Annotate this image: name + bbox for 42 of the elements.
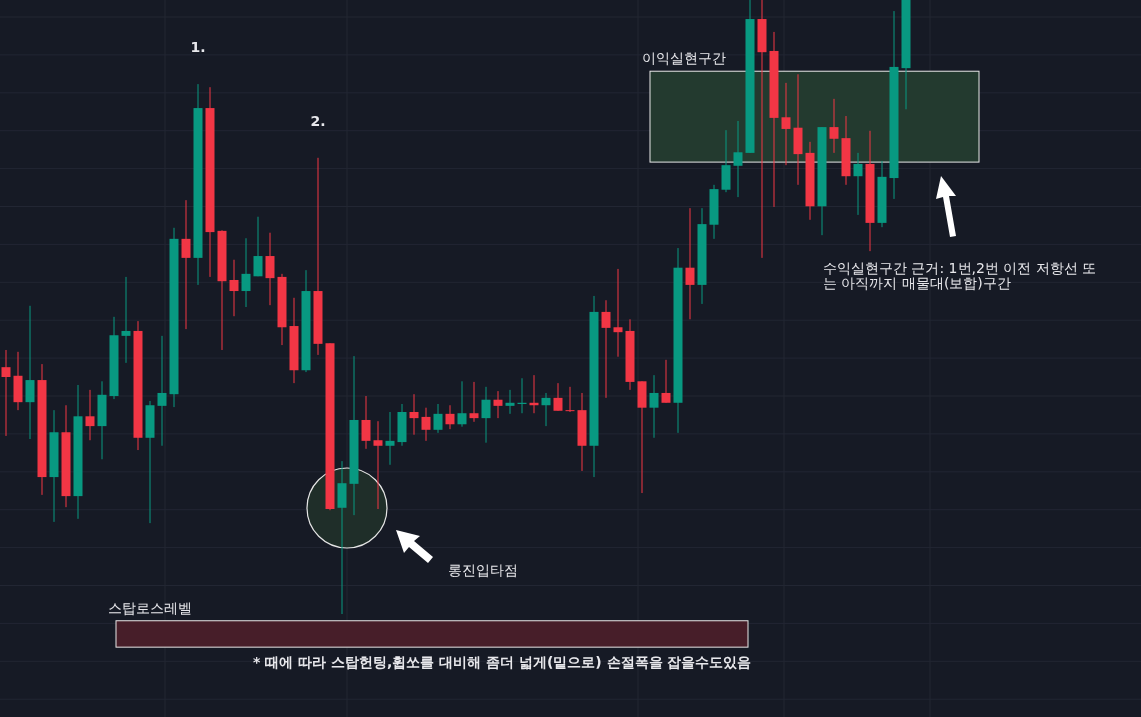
candlestick [541, 392, 551, 427]
candlestick [733, 120, 743, 198]
candlestick [649, 374, 659, 439]
band-label: 스탑로스레벨 [108, 599, 192, 616]
candlestick [445, 404, 455, 430]
text: * 때에 따라 스탑헌팅,휩쏘를 대비해 좀더 넓게(밑으로) 손절폭을 잡을수도있음 [253, 654, 752, 670]
candlestick [685, 207, 695, 320]
candlestick [553, 382, 563, 412]
candlestick [421, 407, 431, 442]
candlestick [25, 305, 35, 440]
candlestick [493, 390, 503, 419]
candlestick [181, 199, 191, 330]
candlestick [1, 349, 11, 437]
candlestick [385, 411, 395, 466]
candlestick [829, 98, 839, 154]
candlestick [121, 276, 131, 364]
candlestick [457, 380, 467, 428]
band-label: 이익실현구간 [642, 50, 726, 67]
candlestick [613, 268, 623, 358]
candlestick [433, 403, 443, 434]
candlestick [469, 381, 479, 423]
candlestick [505, 389, 515, 415]
candlestick [781, 82, 791, 166]
candlestick [85, 389, 95, 441]
annotation: 수익실현구간 근거: 1번,2번 이전 저항선 또는 아직까지 매물대(보합)구간 [823, 260, 1098, 291]
candlestick [601, 299, 611, 399]
candlestick [265, 232, 275, 306]
candlestick [853, 152, 863, 216]
annotation: 롱진입타점 [448, 562, 518, 578]
candlestick [361, 395, 371, 450]
candlestick [229, 259, 239, 317]
candlestick [565, 386, 575, 413]
annotation: 1. [189, 39, 207, 56]
candlestick [481, 386, 491, 444]
candlestick [241, 237, 251, 308]
annotation: 2. [309, 112, 327, 129]
candlestick [157, 335, 167, 447]
candlestick [253, 216, 263, 277]
candlestick [373, 420, 383, 510]
candlestick [661, 359, 671, 404]
candlestick [409, 393, 419, 436]
candlestick [757, 0, 767, 259]
